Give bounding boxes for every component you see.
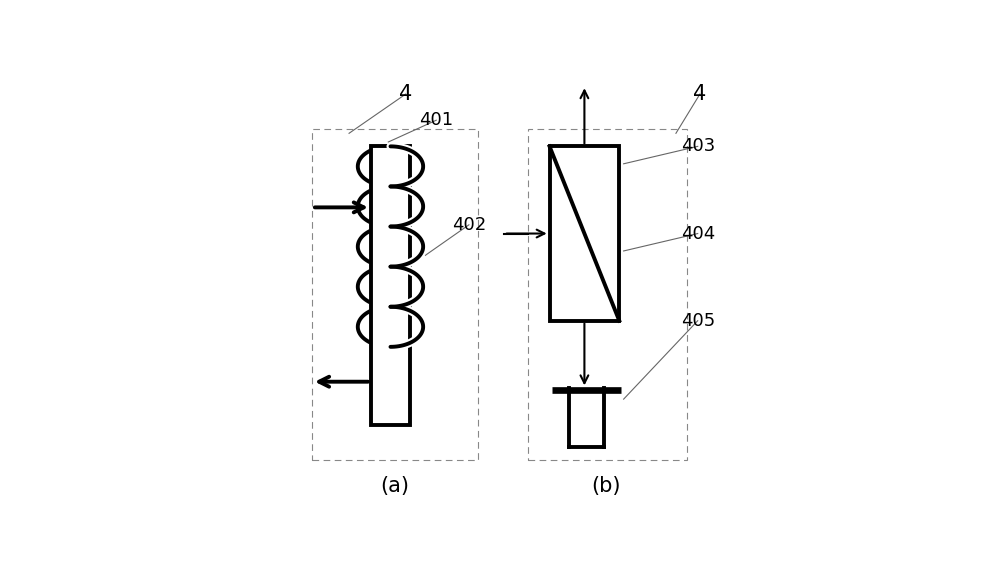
- Text: 401: 401: [419, 111, 453, 129]
- Text: 404: 404: [681, 225, 715, 243]
- Bar: [312, 129, 478, 460]
- Text: 4: 4: [693, 84, 707, 104]
- FancyBboxPatch shape: [371, 147, 410, 425]
- Text: (b): (b): [591, 477, 621, 496]
- Bar: [528, 129, 687, 460]
- Text: 405: 405: [681, 312, 715, 330]
- Text: (a): (a): [380, 477, 409, 496]
- Text: 4: 4: [399, 84, 412, 104]
- Text: 403: 403: [681, 138, 715, 156]
- Bar: [550, 147, 619, 321]
- Text: 402: 402: [452, 216, 486, 234]
